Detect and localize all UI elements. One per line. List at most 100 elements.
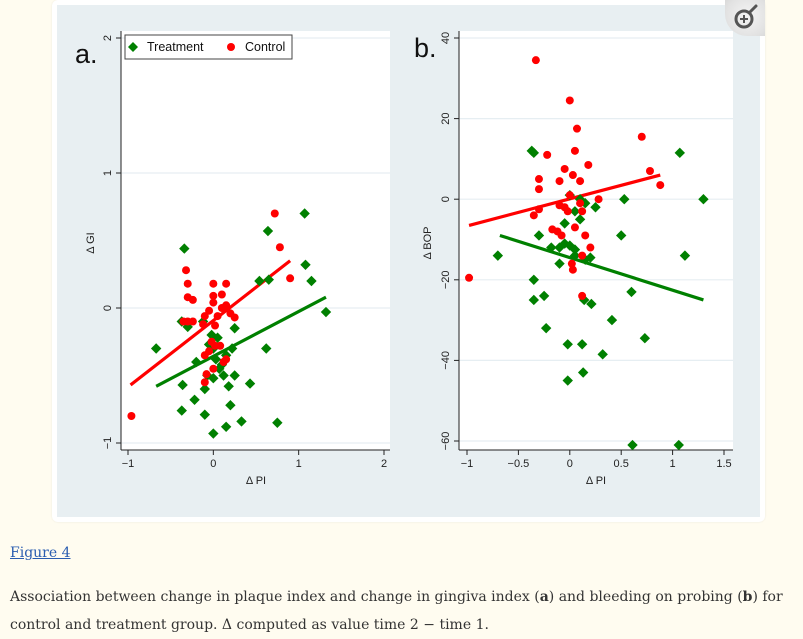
y-tick-label: 2 [102, 35, 114, 41]
point-treatment [564, 240, 575, 251]
y-tick-label: 0 [440, 196, 452, 202]
point-control [570, 146, 579, 155]
point-control [209, 279, 218, 288]
point-treatment [176, 405, 187, 416]
point-control [637, 132, 646, 141]
point-control [568, 265, 577, 274]
zoom-button[interactable] [725, 0, 765, 36]
point-control [584, 160, 593, 169]
point-treatment [569, 250, 581, 261]
point-treatment [597, 349, 608, 360]
fit-line-control [468, 173, 661, 227]
point-treatment [177, 379, 188, 391]
point-control [578, 291, 587, 300]
point-treatment [574, 214, 586, 225]
point-treatment [225, 400, 236, 411]
point-control [576, 177, 585, 186]
y-tick-label: −20 [440, 270, 452, 289]
point-control [202, 370, 211, 379]
y-tick-label: 0 [102, 305, 114, 311]
point-control [222, 355, 231, 364]
point-control [563, 207, 572, 216]
x-tick-label: 1 [670, 458, 676, 470]
x-tick-label: −1 [122, 458, 135, 470]
point-control [531, 56, 540, 65]
point-control [572, 124, 581, 133]
point-treatment [263, 274, 274, 285]
point-control [188, 317, 197, 326]
point-control [205, 306, 214, 315]
panel-a-plot-area [121, 31, 390, 450]
point-treatment [492, 250, 504, 261]
caption-text-3: ) for control and treatment group. Δ com… [10, 589, 783, 633]
point-control [188, 295, 197, 304]
x-tick-label: 0.5 [614, 458, 629, 470]
legend-control-label: Control [245, 40, 285, 54]
point-treatment [299, 208, 310, 219]
y-tick-label: 1 [102, 170, 114, 176]
y-tick-label: −40 [440, 351, 452, 370]
point-control [211, 321, 220, 330]
panel-a-label: a. [75, 39, 98, 69]
point-control [560, 164, 569, 173]
point-treatment [244, 378, 256, 389]
figure-svg: a. −1 0 1 2 −1 0 1 2 Δ GI Δ PI Treatment Contro… [75, 31, 733, 487]
point-treatment [554, 242, 565, 253]
legend-treatment-label: Treatment [147, 40, 204, 54]
legend-box [124, 34, 293, 60]
point-control [209, 298, 218, 307]
x-tick-label: 0 [210, 458, 216, 470]
point-treatment [214, 363, 225, 374]
point-treatment [199, 383, 210, 395]
point-treatment [546, 242, 557, 253]
point-treatment [626, 286, 637, 298]
point-control [645, 166, 654, 175]
point-treatment [559, 238, 570, 249]
point-treatment [569, 244, 581, 255]
fit-line-treatment [155, 295, 327, 388]
point-treatment [590, 202, 601, 213]
point-control [565, 96, 574, 105]
x-tick-label: 1.5 [716, 458, 731, 470]
point-treatment [191, 356, 202, 368]
point-treatment [562, 339, 573, 350]
point-treatment [627, 439, 638, 451]
point-treatment [236, 416, 247, 427]
point-control [217, 290, 226, 299]
panel-b-plot-area [459, 31, 733, 450]
point-treatment [569, 206, 581, 217]
fit-line-treatment [499, 233, 704, 302]
panel-b-label: b. [414, 33, 437, 63]
panel-a-ylabel: Δ GI [85, 232, 97, 253]
point-control [270, 209, 279, 218]
panel-a: a. −1 0 1 2 −1 0 1 2 Δ GI Δ PI Treatment Contro… [75, 31, 390, 487]
point-control [275, 243, 284, 252]
point-treatment [639, 333, 651, 344]
caption-text-1: Association between change in plaque ind… [10, 589, 540, 605]
point-control [286, 274, 295, 283]
x-tick-label: 0 [567, 458, 573, 470]
figure-link[interactable]: Figure 4 [10, 545, 71, 561]
point-control [581, 231, 590, 240]
point-treatment [540, 322, 552, 334]
point-treatment [254, 275, 265, 287]
point-treatment [528, 294, 540, 306]
point-treatment [189, 394, 200, 405]
point-control [534, 185, 543, 194]
point-control [568, 171, 577, 180]
point-treatment [220, 421, 232, 432]
point-control [529, 211, 538, 220]
point-treatment [220, 350, 232, 361]
point-treatment [562, 375, 573, 386]
panel-a-xlabel: Δ PI [246, 475, 266, 487]
point-treatment [616, 230, 627, 241]
point-control [534, 205, 543, 214]
point-control [465, 273, 474, 282]
point-treatment [262, 225, 274, 237]
point-treatment [229, 370, 240, 381]
point-treatment [574, 194, 586, 205]
point-treatment [673, 439, 684, 451]
x-tick-label: 1 [296, 458, 302, 470]
panel-b-xlabel: Δ PI [586, 475, 606, 487]
point-control [230, 313, 239, 322]
